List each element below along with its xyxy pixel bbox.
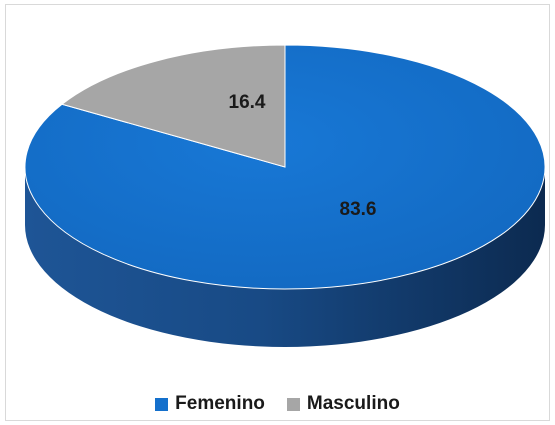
- legend-swatch-masculino: [286, 397, 300, 411]
- data-labels: 83.6 16.4: [229, 92, 377, 220]
- data-label-masculino: 16.4: [229, 92, 266, 113]
- legend-label-femenino: Femenino: [175, 393, 265, 414]
- legend-label-masculino: Masculino: [306, 393, 400, 414]
- pie-slice-masculino: [60, 44, 286, 168]
- pie-side-femenino: [25, 167, 545, 347]
- data-label-femenino: 83.6: [340, 199, 377, 220]
- legend-item-masculino: Masculino: [286, 393, 400, 415]
- legend: Femenino Masculino: [0, 393, 555, 415]
- pie-top: [24, 44, 546, 290]
- legend-swatch-femenino: [155, 397, 169, 411]
- pie-side: [25, 167, 545, 347]
- legend-item-femenino: Femenino: [155, 393, 265, 415]
